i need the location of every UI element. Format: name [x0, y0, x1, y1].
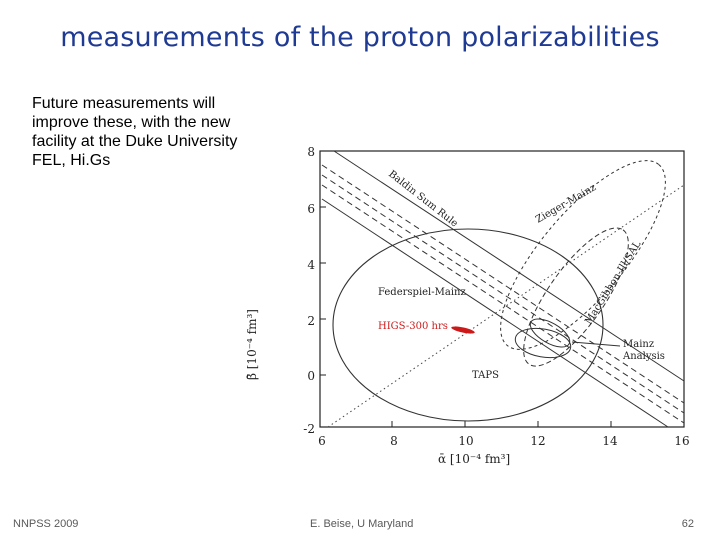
- mainz-pointer: [571, 341, 621, 347]
- y-tick-label: 4: [307, 258, 315, 272]
- taps-label: TAPS: [472, 370, 499, 381]
- y-tick-label: 0: [307, 369, 315, 383]
- y-tick-label: 2: [307, 314, 315, 328]
- y-tick-label: 6: [307, 202, 315, 216]
- baldin-band: [321, 164, 685, 424]
- x-axis-label: ᾱ [10⁻⁴ fm³]: [438, 452, 510, 466]
- zieger-ellipse: [500, 160, 666, 350]
- y-axis-label: β̄ [10⁻⁴ fm³]: [245, 309, 259, 380]
- mainz-label-line2: Analysis: [622, 351, 665, 362]
- higs-label: HIGS-300 hrs: [378, 321, 448, 332]
- plot-frame: [319, 150, 685, 428]
- x-tick-label: 6: [318, 434, 326, 448]
- federspiel-ellipse: [332, 228, 604, 422]
- macgibbon-ellipse: [523, 227, 629, 367]
- polarizability-plot: 8 6 4 2 0 -2 6 8 10 12 14 16 ᾱ [10⁻⁴ fm³…: [245, 145, 690, 466]
- footer-author: E. Beise, U Maryland: [310, 518, 414, 530]
- mainz-ellipse: [529, 318, 571, 348]
- baldin-band-edges: [321, 150, 685, 428]
- y-tick-label: 8: [307, 145, 315, 159]
- x-tick-label: 14: [602, 434, 618, 448]
- footer-page-number: 62: [681, 518, 694, 530]
- baldin-label: Baldin Sum Rule: [386, 169, 460, 230]
- tick-marks: [320, 150, 612, 428]
- footer-conference: NNPSS 2009: [13, 518, 79, 530]
- polarizability-figure: 8 6 4 2 0 -2 6 8 10 12 14 16 ᾱ [10⁻⁴ fm³…: [238, 135, 708, 475]
- macgibbon-label: MacGibbon-Ill/SAL: [583, 239, 643, 327]
- mainz-label-line1: Mainz: [623, 339, 654, 350]
- slide-title: measurements of the proton polarizabilit…: [60, 22, 660, 53]
- x-tick-label: 8: [390, 434, 398, 448]
- zieger-label: Zieger-Mainz: [534, 182, 598, 225]
- x-tick-label: 16: [674, 434, 689, 448]
- y-tick-label: -2: [303, 422, 315, 436]
- higs-marker: [451, 326, 475, 334]
- x-tick-label: 10: [458, 434, 473, 448]
- federspiel-label: Federspiel-Mainz: [378, 287, 466, 298]
- taps-ellipse: [514, 327, 572, 359]
- x-tick-label: 12: [530, 434, 545, 448]
- body-text: Future measurements will improve these, …: [32, 95, 238, 169]
